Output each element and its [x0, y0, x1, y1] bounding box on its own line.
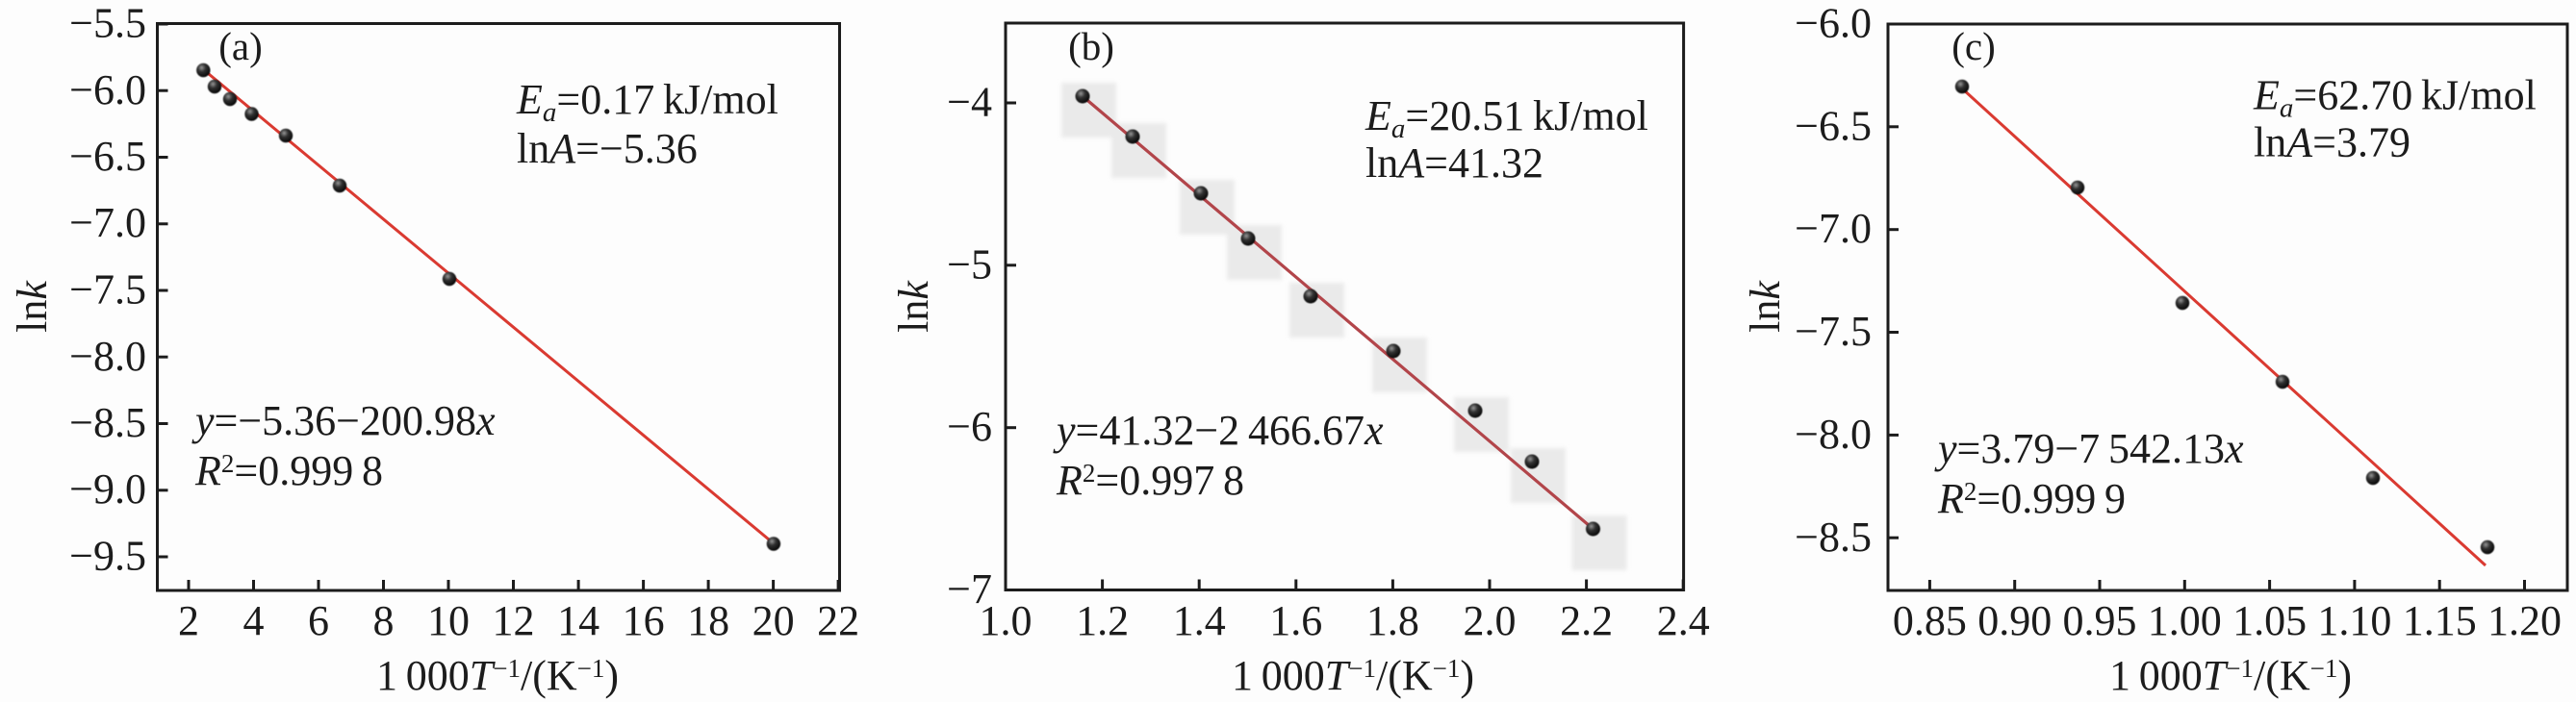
svg-text:Ea=0.17 kJ/mol: Ea=0.17 kJ/mol — [516, 76, 778, 128]
svg-text:−9.5: −9.5 — [69, 533, 146, 580]
svg-text:−6: −6 — [947, 403, 992, 450]
svg-text:y=3.79−7 542.13x: y=3.79−7 542.13x — [1934, 425, 2244, 472]
svg-text:1.20: 1.20 — [2487, 597, 2562, 644]
svg-text:14: 14 — [557, 597, 599, 644]
svg-text:12: 12 — [493, 597, 535, 644]
svg-text:2.0: 2.0 — [1464, 597, 1517, 644]
svg-text:(c): (c) — [1951, 24, 1996, 68]
svg-text:−6.5: −6.5 — [69, 133, 146, 180]
svg-text:0.85: 0.85 — [1893, 597, 1967, 644]
svg-text:18: 18 — [687, 597, 729, 644]
svg-text:Ea=62.70 kJ/mol: Ea=62.70 kJ/mol — [2253, 72, 2537, 124]
svg-text:−7: −7 — [947, 565, 992, 613]
svg-text:1 000T−1/(K−1): 1 000T−1/(K−1) — [1232, 652, 1474, 699]
svg-text:Ea=20.51 kJ/mol: Ea=20.51 kJ/mol — [1365, 92, 1648, 144]
svg-text:lnk: lnk — [9, 280, 56, 333]
svg-text:1.0: 1.0 — [980, 597, 1033, 644]
svg-text:(b): (b) — [1068, 24, 1114, 68]
svg-text:0.95: 0.95 — [2063, 597, 2137, 644]
svg-text:−7.0: −7.0 — [69, 199, 146, 246]
svg-text:10: 10 — [427, 597, 470, 644]
svg-text:−5.5: −5.5 — [69, 0, 146, 47]
svg-text:lnk: lnk — [890, 280, 937, 333]
svg-text:1.05: 1.05 — [2232, 597, 2307, 644]
svg-text:−9.0: −9.0 — [69, 465, 146, 513]
svg-text:lnk: lnk — [1742, 280, 1789, 333]
svg-text:1.6: 1.6 — [1269, 597, 1322, 644]
svg-text:−5: −5 — [947, 240, 992, 288]
svg-text:y=−5.36−200.98x: y=−5.36−200.98x — [191, 397, 496, 444]
svg-text:8: 8 — [373, 597, 395, 644]
svg-text:−8.5: −8.5 — [1795, 514, 1872, 561]
svg-text:1.4: 1.4 — [1173, 597, 1226, 644]
svg-text:1.00: 1.00 — [2148, 597, 2222, 644]
svg-text:(a): (a) — [218, 24, 263, 68]
svg-text:1.15: 1.15 — [2403, 597, 2477, 644]
svg-text:2.2: 2.2 — [1560, 597, 1613, 644]
svg-text:−7.0: −7.0 — [1795, 205, 1872, 252]
svg-text:−7.5: −7.5 — [69, 266, 146, 313]
svg-text:lnA=3.79: lnA=3.79 — [2254, 119, 2410, 166]
svg-text:22: 22 — [817, 597, 859, 644]
svg-text:1.10: 1.10 — [2317, 597, 2391, 644]
svg-text:1 000T−1/(K−1): 1 000T−1/(K−1) — [2109, 652, 2352, 699]
svg-text:R2=0.999 8: R2=0.999 8 — [194, 447, 383, 494]
svg-text:16: 16 — [623, 597, 665, 644]
svg-text:−4: −4 — [947, 79, 992, 126]
svg-text:2: 2 — [178, 597, 199, 644]
svg-text:lnA=41.32: lnA=41.32 — [1365, 139, 1543, 187]
svg-text:−6.0: −6.0 — [1795, 0, 1872, 47]
svg-text:R2=0.999 9: R2=0.999 9 — [1937, 475, 2126, 522]
svg-text:−6.5: −6.5 — [1795, 102, 1872, 149]
svg-text:4: 4 — [243, 597, 265, 644]
svg-text:20: 20 — [752, 597, 795, 644]
svg-text:−7.5: −7.5 — [1795, 308, 1872, 355]
svg-text:R2=0.997 8: R2=0.997 8 — [1056, 457, 1244, 504]
svg-text:1.8: 1.8 — [1366, 597, 1419, 644]
svg-text:−6.0: −6.0 — [69, 66, 146, 113]
svg-text:0.90: 0.90 — [1977, 597, 2052, 644]
svg-text:y=41.32−2 466.67x: y=41.32−2 466.67x — [1053, 407, 1384, 454]
svg-text:−8.0: −8.0 — [1795, 411, 1872, 458]
svg-text:1.2: 1.2 — [1076, 597, 1129, 644]
svg-text:6: 6 — [308, 597, 329, 644]
svg-text:lnA=−5.36: lnA=−5.36 — [517, 125, 698, 172]
svg-text:2.4: 2.4 — [1657, 597, 1710, 644]
svg-text:−8.0: −8.0 — [69, 333, 146, 380]
svg-text:−8.5: −8.5 — [69, 399, 146, 446]
